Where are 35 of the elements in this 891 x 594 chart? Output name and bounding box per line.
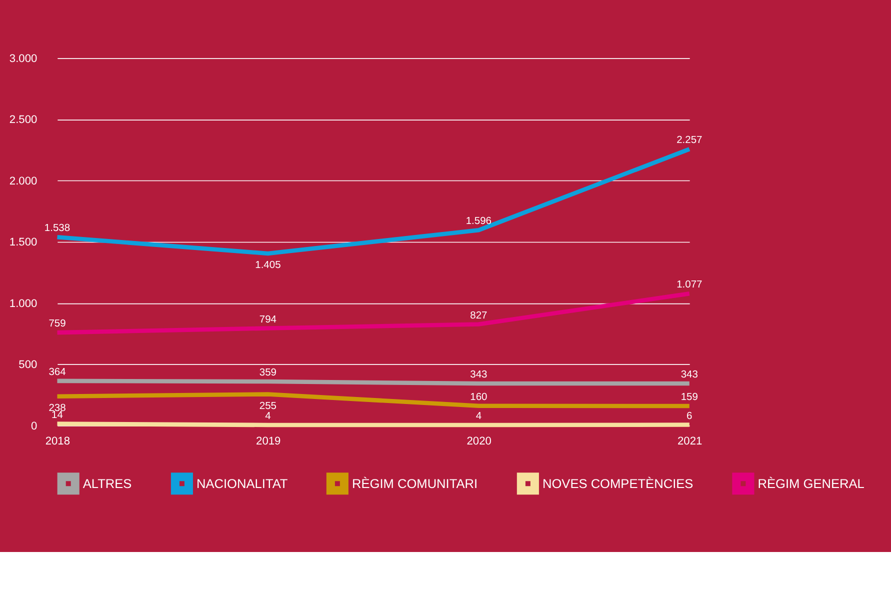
data-label: 364: [48, 366, 66, 378]
y-tick-label: 3.000: [9, 53, 38, 66]
data-label: 6: [686, 410, 693, 422]
legend-label: ALTRES: [82, 476, 132, 491]
data-label: 1.538: [44, 223, 70, 234]
x-tick-label: 2019: [256, 436, 281, 448]
y-tick-label: 2.000: [9, 175, 38, 188]
data-label: 343: [470, 370, 488, 381]
y-tick-label: 0: [30, 420, 38, 432]
y-tick-label: 1.000: [9, 298, 38, 310]
data-label: 343: [680, 370, 698, 381]
data-label: 794: [259, 314, 277, 326]
legend-label: NOVES COMPETÈNCIES: [542, 476, 694, 491]
legend-label: NACIONALITAT: [196, 476, 288, 491]
data-label: 14: [52, 410, 64, 421]
y-tick-label: 2.500: [9, 114, 38, 126]
legend-label: RÈGIM GENERAL: [758, 476, 864, 491]
legend-label: RÈGIM COMUNITARI: [352, 476, 478, 491]
y-tick-label: 500: [18, 359, 38, 372]
data-label: 2.257: [676, 135, 703, 146]
data-label: 1.077: [676, 280, 703, 291]
data-label: 759: [48, 318, 66, 330]
y-tick-label: 1.500: [9, 236, 38, 249]
data-label: 159: [680, 392, 698, 404]
data-label: 255: [259, 400, 277, 412]
data-label: 1.405: [255, 260, 282, 271]
data-label: 4: [265, 411, 272, 422]
data-label: 4: [476, 411, 482, 422]
x-tick-label: 2020: [466, 436, 492, 448]
data-label: 827: [470, 310, 488, 322]
data-label: 359: [259, 368, 277, 379]
x-tick-label: 2021: [677, 436, 702, 448]
x-tick-label: 2018: [45, 436, 70, 448]
data-label: 1.596: [466, 216, 492, 228]
data-label: 160: [470, 392, 488, 403]
